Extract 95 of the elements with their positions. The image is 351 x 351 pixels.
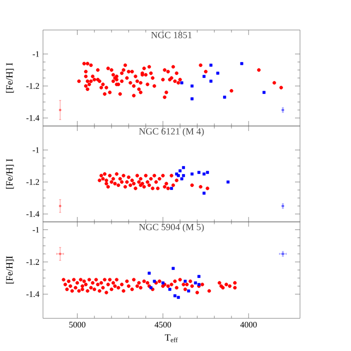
point — [166, 186, 170, 190]
point — [202, 192, 206, 195]
point — [206, 186, 210, 190]
point — [206, 170, 209, 174]
y-axis-title: [Fe/H]I — [6, 256, 14, 284]
point — [171, 183, 176, 187]
point — [132, 182, 136, 186]
point — [240, 62, 244, 66]
point — [128, 183, 132, 187]
point — [194, 281, 197, 284]
point — [262, 90, 266, 94]
point — [161, 174, 165, 178]
point — [180, 81, 184, 84]
point — [202, 172, 206, 176]
point — [149, 177, 153, 181]
point — [176, 296, 180, 299]
point — [168, 288, 172, 291]
point — [116, 183, 120, 187]
point — [98, 178, 102, 182]
chart-title: NGC 5904 (M 5) — [139, 224, 204, 232]
point — [99, 174, 104, 178]
point — [126, 175, 130, 179]
point — [134, 186, 138, 190]
point — [216, 72, 220, 75]
point — [118, 177, 122, 181]
point — [150, 186, 154, 190]
point — [106, 185, 110, 189]
point — [120, 180, 124, 184]
point — [180, 177, 184, 180]
y-tick-label: -1.2 — [26, 83, 40, 89]
point — [202, 74, 206, 78]
point — [111, 177, 116, 181]
point — [152, 174, 156, 178]
point — [113, 182, 117, 186]
point — [190, 172, 194, 176]
point — [104, 182, 108, 186]
point — [123, 185, 128, 189]
point — [102, 172, 106, 176]
point — [144, 174, 148, 178]
point — [130, 178, 134, 182]
point — [197, 170, 200, 174]
point — [209, 80, 212, 83]
y-tick-label: -1.2 — [26, 259, 40, 265]
point — [174, 178, 178, 182]
point — [154, 180, 158, 184]
point — [101, 177, 105, 181]
point — [190, 183, 194, 187]
point — [170, 186, 173, 190]
y-tick-label: -1.4 — [26, 291, 40, 298]
point — [148, 272, 151, 275]
x-tick-label: 5000 — [69, 322, 86, 328]
x-tick-label: 4000 — [240, 322, 257, 328]
point — [223, 96, 226, 99]
point — [122, 174, 126, 178]
point — [209, 64, 212, 67]
chart-title: NGC 6121 (M 4) — [139, 128, 204, 136]
y-axis-title: [Fe/H] I — [6, 158, 14, 189]
point — [198, 185, 202, 189]
point — [146, 180, 150, 184]
point — [226, 180, 230, 184]
point — [162, 185, 166, 189]
point — [147, 183, 152, 187]
y-tick-label: -1.2 — [26, 179, 40, 185]
point — [108, 174, 112, 178]
point — [158, 177, 162, 181]
point — [138, 177, 142, 181]
point — [125, 180, 129, 184]
x-axis-title: T$_{eff}$ — [164, 334, 178, 342]
chart-title: NGC 1851 — [151, 32, 192, 38]
y-tick-label: -1 — [32, 147, 39, 153]
point — [137, 180, 141, 184]
y-tick-label: -1 — [32, 51, 39, 57]
point — [187, 289, 190, 292]
point — [184, 280, 187, 283]
point — [178, 169, 182, 172]
point — [190, 97, 194, 100]
point — [182, 166, 185, 170]
point — [172, 266, 175, 270]
y-tick-label: -1.4 — [26, 115, 40, 121]
point — [182, 174, 185, 178]
point — [110, 180, 114, 184]
y-tick-label: -1.4 — [26, 211, 40, 217]
point — [142, 185, 146, 189]
point — [164, 182, 168, 186]
y-tick-label: -1 — [32, 226, 39, 233]
x-tick-label: 4500 — [154, 322, 172, 328]
point — [197, 274, 200, 278]
point — [190, 84, 194, 88]
point — [104, 178, 108, 182]
point — [170, 174, 174, 178]
point — [173, 294, 176, 298]
y-axis-title: [Fe/H] I — [6, 62, 14, 93]
point — [156, 186, 160, 190]
point — [114, 172, 118, 176]
point — [135, 174, 140, 178]
